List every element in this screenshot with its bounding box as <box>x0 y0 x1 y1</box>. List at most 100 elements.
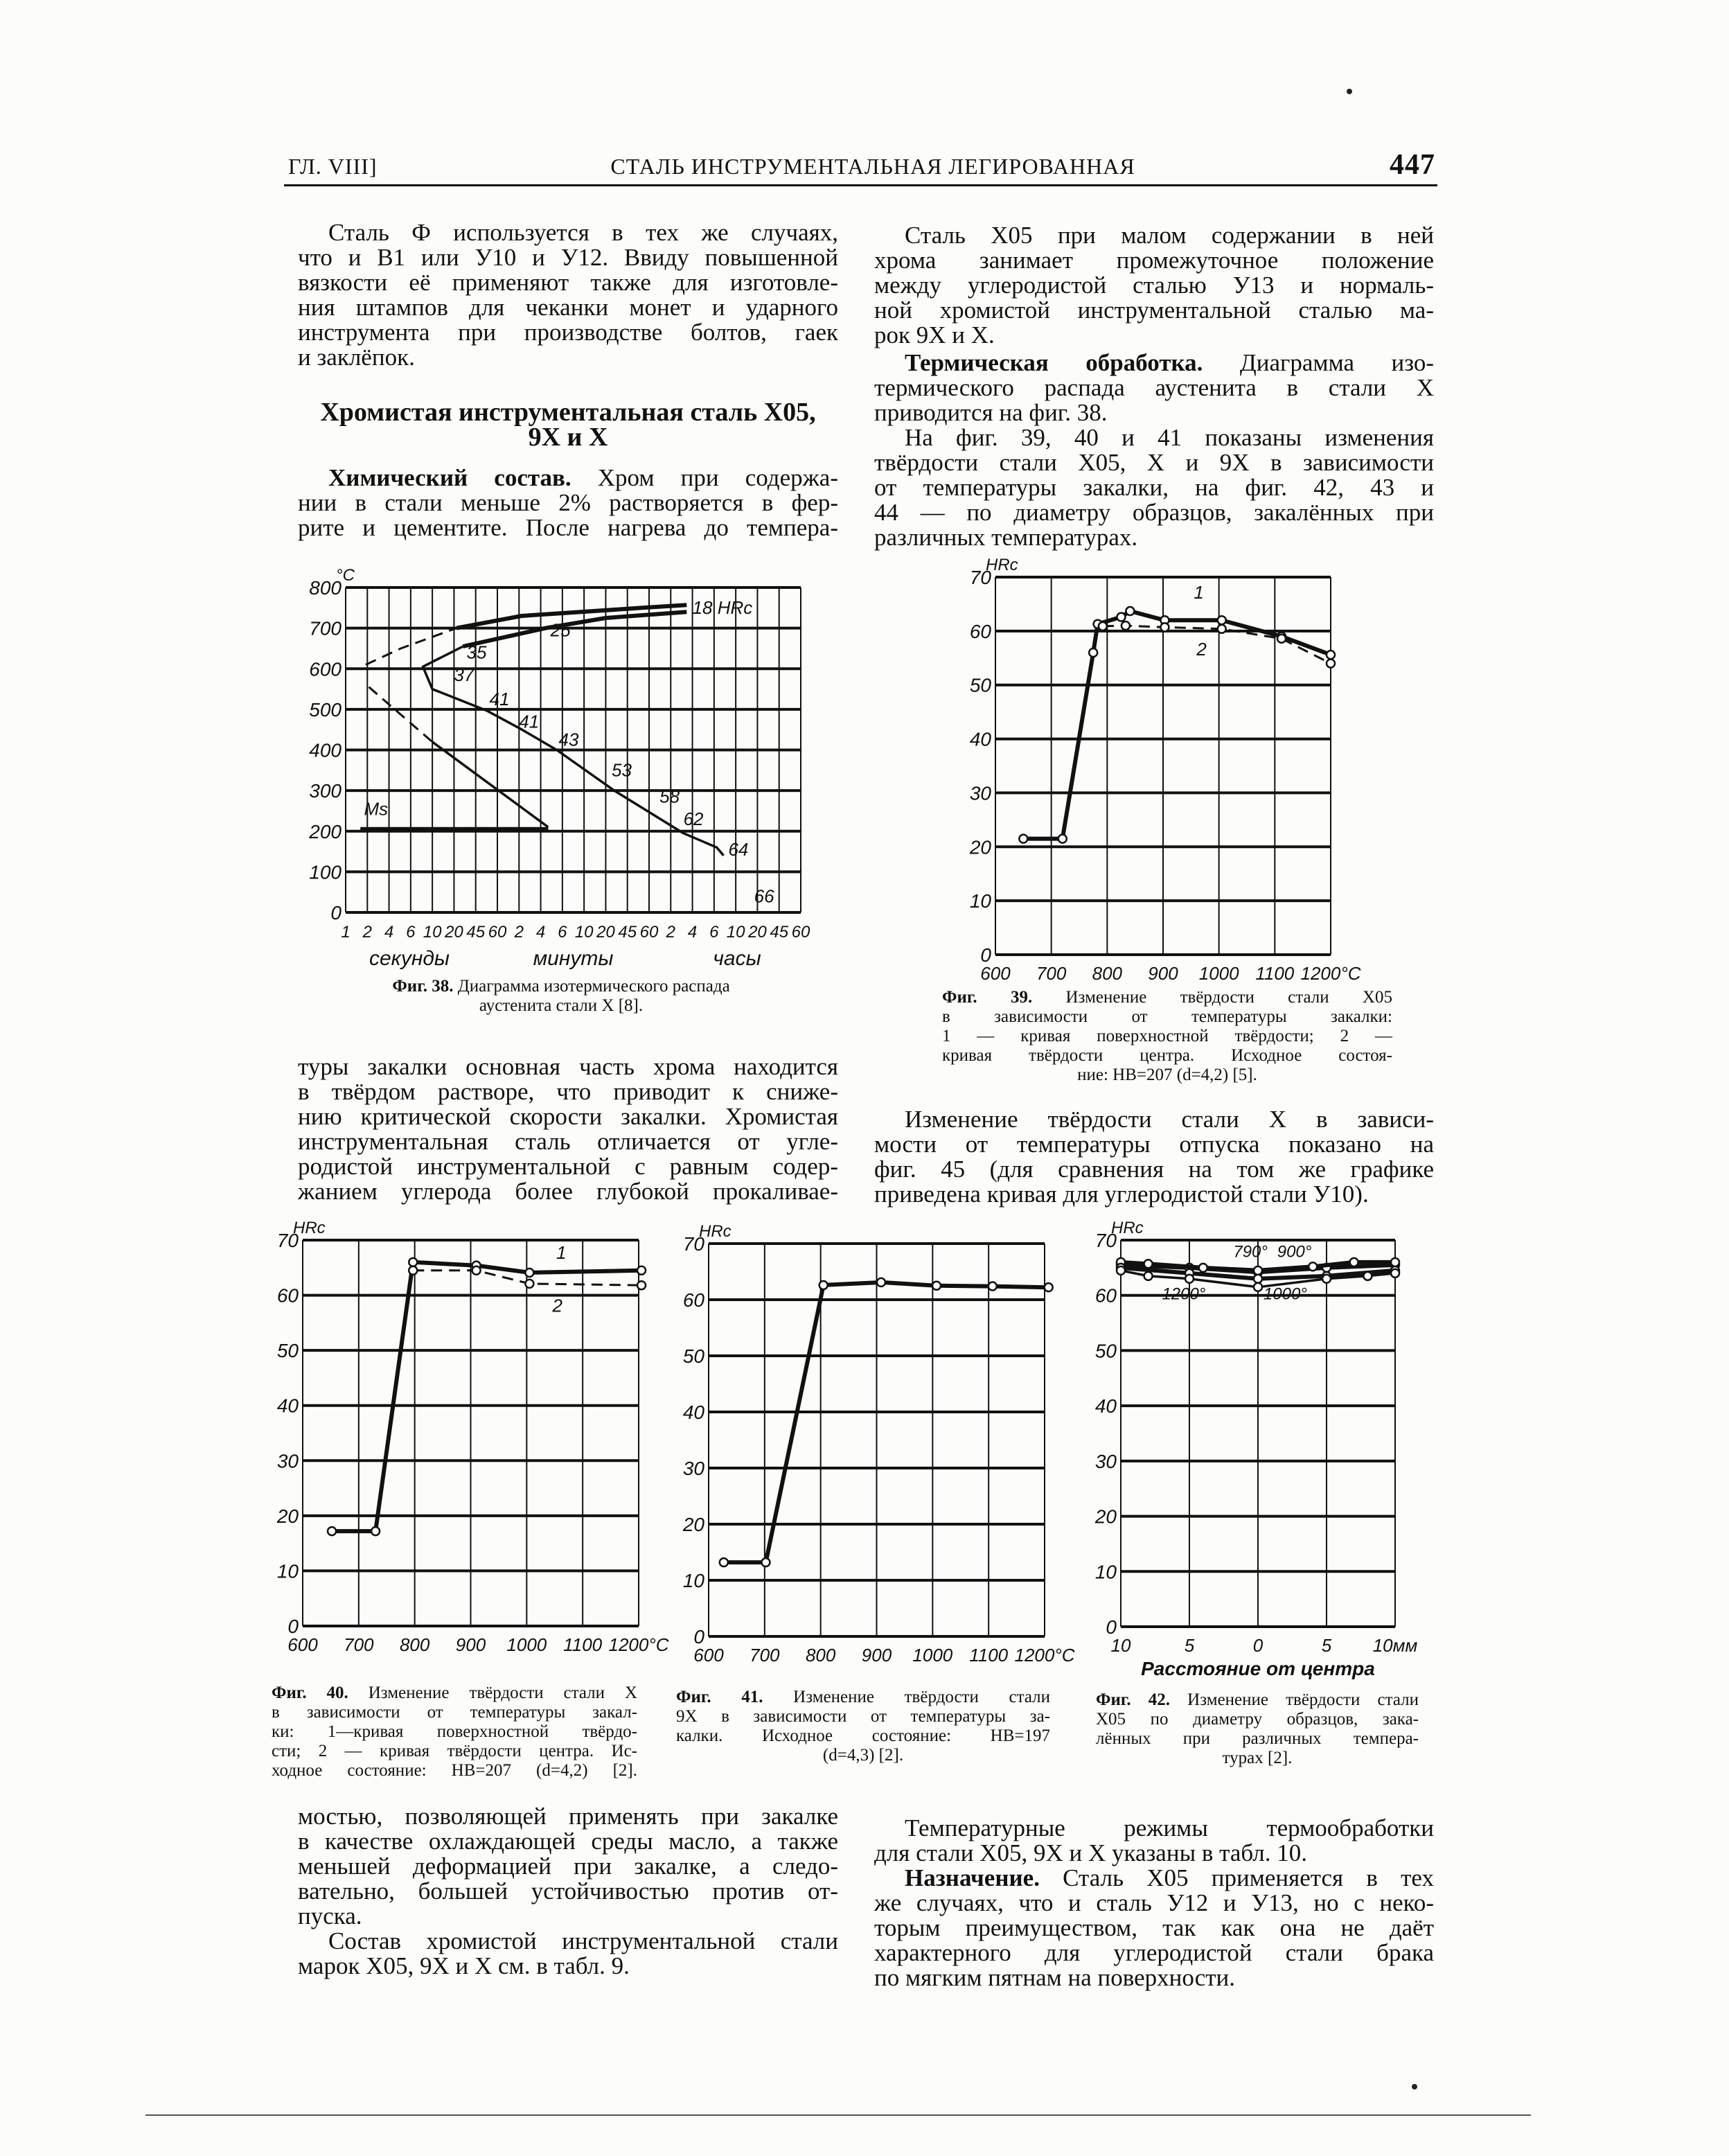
text-line: между углеродистой сталью У13 и нормаль- <box>874 273 1434 298</box>
data-point <box>1115 1265 1126 1276</box>
line-text: торым преимуществом, так как она не даёт <box>874 1914 1434 1941</box>
data-point <box>1276 633 1287 644</box>
left-paragraph-1: Сталь Ф используется в тех же случаях, чт… <box>298 220 838 370</box>
curve-label: 37 <box>454 664 475 685</box>
x-tick-label: 600 <box>287 1634 318 1655</box>
text-line: Фиг. 39. Изменение твёрдости стали Х05 <box>942 988 1392 1007</box>
y-tick-label: 30 <box>970 782 992 804</box>
x-tick-label: 45 <box>466 923 485 942</box>
figure-38-caption: Фиг. 38. Диаграмма изотермического распа… <box>346 977 776 1016</box>
line-text: вязкости её применяют также для изготовл… <box>298 269 838 296</box>
text-line: Сталь Ф используется в тех же случаях, <box>298 220 838 245</box>
data-point <box>524 1278 535 1289</box>
bold-run-in: Фиг. 40. <box>272 1684 348 1702</box>
y-tick-label: 200 <box>308 821 342 842</box>
curve-label: 43 <box>559 730 579 750</box>
data-point <box>1160 622 1170 633</box>
series-line-1 <box>1023 609 1332 841</box>
text-line: термического распада аустенита в стали Х <box>874 375 1434 400</box>
line-text: Состав хромистой инструментальной стали <box>328 1927 838 1954</box>
line-text: в зависимости от температуры закалки: <box>942 1007 1392 1026</box>
text-line: от температуры закалки, на фиг. 42, 43 и <box>874 475 1434 500</box>
line-text: нии в стали меньше 2% растворяется в фер… <box>298 489 838 516</box>
text-line: аустенита стали Х [8]. <box>346 996 776 1016</box>
heading-line: 9Х и Х <box>528 423 608 452</box>
data-point <box>1088 647 1099 658</box>
figure-41-caption: Фиг. 41. Изменение твёрдости стали 9Х в з… <box>676 1688 1050 1765</box>
y-tick-label: 40 <box>277 1395 299 1417</box>
data-point <box>1115 1260 1126 1271</box>
curve-label: 64 <box>728 839 748 860</box>
x-tick-label: 45 <box>770 923 788 942</box>
y-tick-label: 100 <box>309 861 342 883</box>
page-number: 447 <box>1390 149 1435 181</box>
y-tick-label: 10 <box>970 890 992 912</box>
line-text: 1 — кривая поверхностной твёрдости; 2 — <box>942 1027 1392 1045</box>
x-tick-label: 1100 <box>563 1634 602 1655</box>
x-tick-label: 2 <box>362 923 372 942</box>
bold-run-in: Назначение. <box>905 1864 1040 1891</box>
line-text: аустенита стали Х [8]. <box>479 996 644 1015</box>
series-line <box>368 686 434 743</box>
right-paragraph-2: Термическая обработка. Диаграмма изо-тер… <box>874 351 1434 550</box>
line-text: Х05 по диаметру образцов, зака- <box>1096 1710 1419 1729</box>
data-point <box>1143 1259 1153 1269</box>
data-point <box>407 1265 418 1276</box>
data-point <box>1198 1262 1209 1273</box>
line-text: (d=4,3) [2]. <box>822 1746 904 1765</box>
data-point <box>1216 615 1227 626</box>
y-tick-label: 50 <box>683 1345 705 1367</box>
text-line: Химический состав. Хром при содержа- <box>298 466 838 491</box>
data-point <box>1349 1257 1359 1268</box>
data-point <box>931 1280 942 1291</box>
y-tick-label: 0 <box>287 1616 299 1637</box>
y-tick-label: 800 <box>309 577 342 599</box>
y-tick-label: 30 <box>277 1450 299 1472</box>
x-tick-label: 6 <box>709 923 719 942</box>
x-tick-label: 6 <box>406 923 416 942</box>
left-paragraph-4: мостью, позволяющей применять при закалк… <box>298 1804 838 1979</box>
bold-run-in: Фиг. 42. <box>1096 1690 1171 1709</box>
line-text: туры закалки основная часть хрома находи… <box>298 1053 838 1080</box>
series-line-790° <box>1120 1262 1396 1275</box>
y-tick-label: 10 <box>1095 1561 1117 1582</box>
x-tick-label: 800 <box>1092 963 1123 984</box>
curve-label: 58 <box>659 786 680 807</box>
series-line <box>432 741 549 829</box>
y-tick-label: 400 <box>309 740 342 761</box>
right-paragraph-1: Сталь Х05 при малом содержании в ней хром… <box>874 223 1434 348</box>
data-point <box>1143 1271 1153 1282</box>
text-line: меньшей деформацией при закалке, а следо… <box>298 1854 838 1879</box>
x-tick-label: 10 <box>727 923 745 942</box>
text-line: в твёрдом растворе, что приводит к сниже… <box>298 1079 838 1104</box>
y-axis-label: HRc <box>1111 1219 1144 1237</box>
line-text: вательно, большей устойчивостью против о… <box>298 1877 838 1905</box>
data-point <box>1325 649 1336 660</box>
data-point <box>987 1281 998 1291</box>
text-line: нию критической скорости закалки. Хромис… <box>298 1104 838 1129</box>
y-tick-label: 0 <box>1106 1616 1117 1638</box>
curve-label: 1 <box>1194 582 1203 603</box>
text-line: 44 — по диаметру образцов, закалённых пр… <box>874 500 1434 525</box>
text-line: родистой инструментальной с равным содер… <box>298 1154 838 1179</box>
curve-label: 790° <box>1233 1243 1268 1262</box>
data-point <box>761 1557 771 1568</box>
x-tick-label: 1200°C <box>1300 963 1360 984</box>
series-line-1000° <box>1120 1265 1396 1281</box>
line-text: турах [2]. <box>1222 1749 1293 1767</box>
series-line-1200° <box>1120 1269 1396 1289</box>
chapter-label: ГЛ. VIII] <box>288 154 378 179</box>
bold-run-in: Фиг. 41. <box>676 1688 763 1706</box>
data-point <box>370 1526 381 1537</box>
data-point <box>1390 1257 1401 1268</box>
x-axis-group-label: часы <box>713 947 761 970</box>
y-tick-label: 700 <box>309 618 342 639</box>
series-line <box>365 627 457 666</box>
right-paragraph-3: Изменение твёрдости стали Х в зависи-мос… <box>874 1107 1434 1207</box>
line-text: ки: 1—кривая поверхностной твёрдо- <box>272 1722 637 1741</box>
x-tick-label: 1000 <box>506 1634 547 1655</box>
text-line: для стали Х05, 9Х и Х указаны в табл. 10… <box>874 1841 1434 1866</box>
curve-label: 2 <box>552 1295 563 1316</box>
text-line: инструмента при производстве болтов, гае… <box>298 320 838 345</box>
